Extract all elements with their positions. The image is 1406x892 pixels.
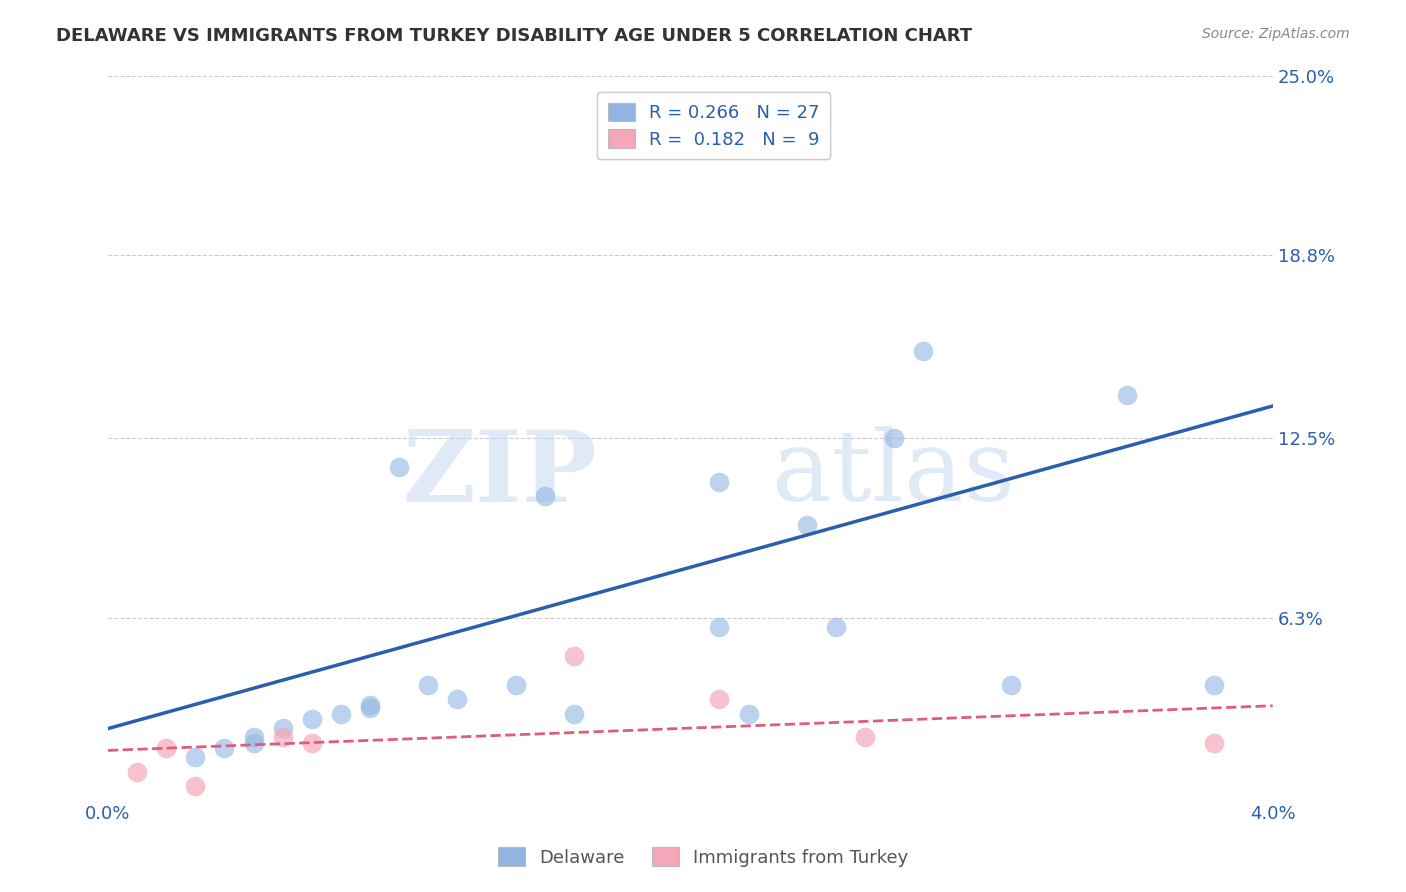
Point: [650, 127, 672, 141]
Point: [709, 619, 731, 633]
Point: [505, 677, 527, 691]
Point: [388, 460, 411, 475]
Point: [853, 730, 876, 744]
Text: DELAWARE VS IMMIGRANTS FROM TURKEY DISABILITY AGE UNDER 5 CORRELATION CHART: DELAWARE VS IMMIGRANTS FROM TURKEY DISAB…: [56, 27, 973, 45]
Point: [562, 706, 585, 721]
Point: [184, 750, 207, 764]
Point: [1116, 387, 1139, 401]
Point: [271, 730, 294, 744]
Legend: Delaware, Immigrants from Turkey: Delaware, Immigrants from Turkey: [491, 840, 915, 874]
Point: [301, 736, 323, 750]
Point: [359, 701, 381, 715]
Text: Source: ZipAtlas.com: Source: ZipAtlas.com: [1202, 27, 1350, 41]
Point: [127, 764, 149, 779]
Point: [533, 489, 555, 503]
Point: [709, 475, 731, 489]
Point: [214, 741, 236, 756]
Point: [1000, 677, 1022, 691]
Point: [271, 721, 294, 735]
Point: [301, 713, 323, 727]
Point: [796, 518, 818, 533]
Text: atlas: atlas: [772, 426, 1015, 522]
Point: [446, 692, 468, 706]
Point: [242, 730, 264, 744]
Point: [359, 698, 381, 712]
Point: [825, 619, 848, 633]
Point: [1204, 677, 1226, 691]
Point: [883, 431, 905, 445]
Point: [1204, 736, 1226, 750]
Point: [155, 741, 177, 756]
Point: [709, 692, 731, 706]
Text: ZIP: ZIP: [402, 425, 598, 523]
Point: [562, 648, 585, 663]
Point: [329, 706, 352, 721]
Point: [418, 677, 440, 691]
Legend: R = 0.266   N = 27, R =  0.182   N =  9: R = 0.266 N = 27, R = 0.182 N = 9: [596, 92, 831, 160]
Point: [184, 779, 207, 793]
Point: [912, 344, 935, 359]
Point: [737, 706, 759, 721]
Point: [242, 736, 264, 750]
Point: [679, 112, 702, 126]
